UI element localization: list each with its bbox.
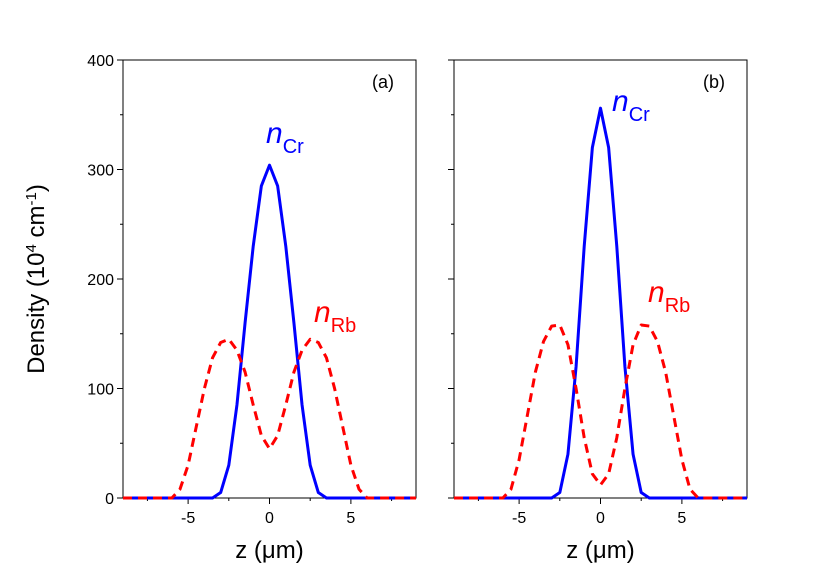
curve-label-symbol: n bbox=[314, 296, 331, 329]
series-line bbox=[454, 323, 747, 500]
panel-label: (b) bbox=[703, 72, 725, 92]
curve-label-subscript: Rb bbox=[331, 315, 357, 337]
y-axis-label-part: cm bbox=[23, 205, 50, 244]
y-tick-label: 300 bbox=[87, 163, 114, 180]
y-tick-label: 0 bbox=[105, 491, 114, 508]
curve-label-symbol: n bbox=[266, 117, 283, 150]
x-tick-label: -5 bbox=[512, 510, 526, 527]
y-tick-label: 200 bbox=[87, 272, 114, 289]
curve-label: nCr bbox=[612, 85, 650, 126]
x-axis-label: z (μm) bbox=[235, 537, 303, 564]
y-axis-label-part: ) bbox=[23, 184, 50, 192]
y-tick-label: 400 bbox=[87, 53, 114, 70]
y-axis-label-part: -1 bbox=[23, 192, 40, 205]
x-tick-label: 0 bbox=[265, 510, 274, 527]
panel-label: (a) bbox=[372, 72, 394, 92]
curve-label-subscript: Cr bbox=[283, 136, 304, 158]
curve-label-symbol: n bbox=[612, 85, 629, 118]
y-tick-label: 100 bbox=[87, 382, 114, 399]
y-axis-label: Density (104 cm-1) bbox=[23, 184, 51, 374]
curve-label: nCr bbox=[266, 117, 304, 158]
x-tick-label: 5 bbox=[677, 510, 686, 527]
series-line bbox=[123, 163, 416, 500]
y-axis-label-part: Density (10 bbox=[23, 252, 50, 373]
x-tick-label: 5 bbox=[346, 510, 355, 527]
plot-frame bbox=[453, 59, 748, 499]
curve-label-symbol: n bbox=[648, 276, 665, 309]
curve-label: nRb bbox=[648, 276, 690, 317]
y-axis-label-part: 4 bbox=[23, 244, 40, 252]
curve-label-subscript: Cr bbox=[629, 104, 650, 126]
curve-label: nRb bbox=[314, 296, 356, 337]
series-line bbox=[454, 106, 747, 500]
curve-label-subscript: Rb bbox=[665, 295, 691, 317]
x-tick-label: -5 bbox=[181, 510, 195, 527]
x-axis-label: z (μm) bbox=[566, 537, 634, 564]
series-line bbox=[123, 337, 416, 500]
x-tick-label: 0 bbox=[596, 510, 605, 527]
